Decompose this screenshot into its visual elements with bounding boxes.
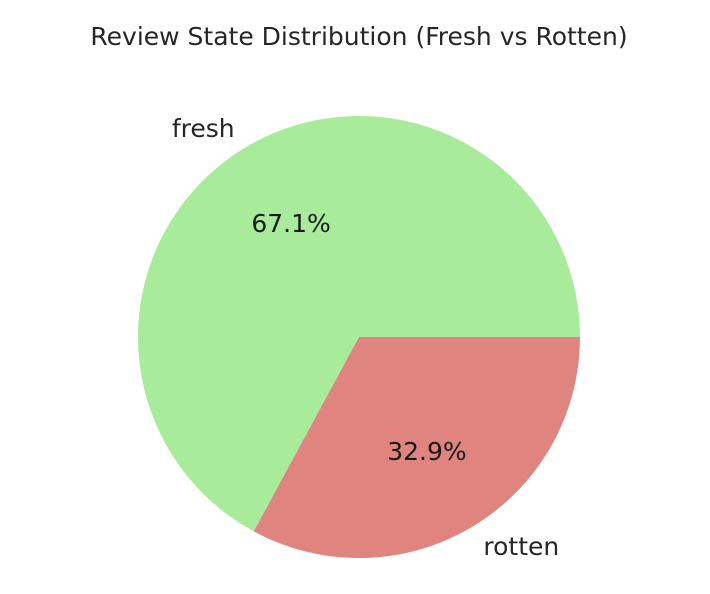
- pie-labels: fresh 67.1% rotten 32.9%: [172, 114, 559, 561]
- pct-label-fresh: 67.1%: [251, 209, 330, 238]
- slice-label-fresh: fresh: [172, 114, 235, 143]
- chart-title: Review State Distribution (Fresh vs Rott…: [90, 22, 627, 51]
- slice-label-rotten: rotten: [483, 532, 559, 561]
- pie-slice-fresh: [138, 116, 580, 532]
- pie-slice-rotten: [253, 337, 580, 559]
- pie-slices: [138, 116, 580, 559]
- pct-label-rotten: 32.9%: [387, 437, 466, 466]
